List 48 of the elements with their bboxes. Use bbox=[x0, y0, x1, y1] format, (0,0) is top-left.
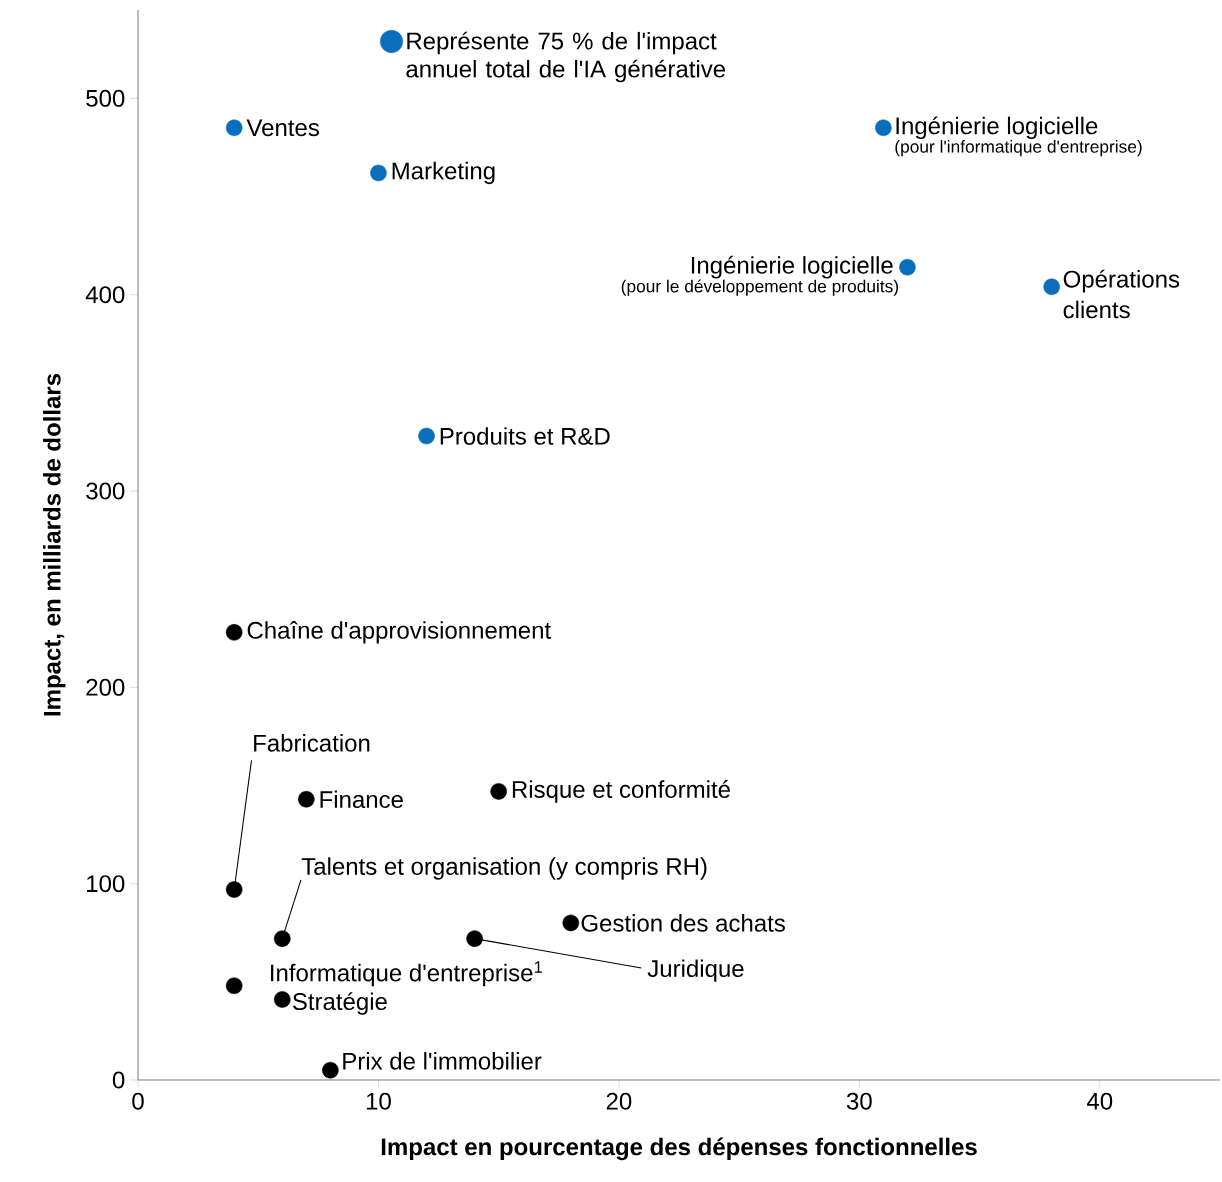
annotation: Prix de l'immobilier bbox=[343, 1052, 542, 1070]
point bbox=[875, 119, 892, 137]
point bbox=[562, 914, 580, 932]
annotation: (pour l'informatique d'entreprise) bbox=[895, 140, 1142, 157]
point bbox=[225, 881, 243, 898]
x-tick-label: 10 bbox=[366, 1092, 391, 1110]
annotation: Risque et conformité bbox=[512, 780, 730, 803]
point bbox=[370, 164, 387, 182]
point bbox=[490, 783, 507, 800]
annotation: Ventes bbox=[246, 119, 319, 137]
x-axis-title: Impact en pourcentage des dépenses fonctionnelles bbox=[381, 1137, 977, 1161]
point bbox=[274, 991, 291, 1008]
point bbox=[418, 427, 435, 445]
point bbox=[274, 930, 291, 947]
annotation: Fabrication bbox=[254, 734, 370, 752]
point bbox=[298, 790, 315, 808]
annotation: Juridique bbox=[647, 959, 744, 982]
annotation: Ingénierie logicielle bbox=[691, 255, 893, 279]
y-tick-label: 200 bbox=[86, 678, 125, 696]
annotation: Informatique d'entreprise$^{1}$ bbox=[271, 961, 543, 987]
annotation: Marketing bbox=[392, 161, 495, 185]
legend-label: Représente 75 % de l'impact annuel total de l'IA générative bbox=[406, 31, 726, 83]
annotation: Stratégie bbox=[292, 992, 387, 1015]
annotation: (pour le développement de produits) bbox=[621, 279, 899, 296]
annotation: Gestion des achats bbox=[581, 914, 785, 932]
annotation: Talents et organisation (y compris RH) bbox=[301, 857, 707, 880]
y-tick-label: 0 bbox=[112, 1071, 125, 1089]
y-tick-label: 500 bbox=[86, 89, 125, 107]
point bbox=[1043, 278, 1060, 296]
x-tick-label: 30 bbox=[846, 1092, 872, 1110]
point bbox=[225, 119, 243, 137]
annotation: Finance bbox=[320, 790, 403, 809]
y-tick-label: 400 bbox=[85, 286, 125, 304]
x-tick-label: 40 bbox=[1086, 1092, 1113, 1110]
y-tick-label: 100 bbox=[87, 875, 125, 893]
annotation: Chaîne d'approvisionnement bbox=[247, 621, 551, 644]
annotation: Opérations clients bbox=[1063, 269, 1180, 319]
annotation: Produits et R&D bbox=[440, 427, 610, 445]
point bbox=[225, 977, 243, 995]
point bbox=[322, 1061, 339, 1079]
point bbox=[899, 258, 916, 276]
x-tick-label: 20 bbox=[606, 1092, 632, 1110]
x-tick-label: 0 bbox=[132, 1092, 144, 1110]
y-tick-label: 300 bbox=[86, 482, 125, 500]
annotation: Ingénierie logicielle bbox=[896, 116, 1098, 140]
point bbox=[225, 624, 243, 641]
point bbox=[466, 930, 483, 947]
y-axis-title: Impact, en milliards de dollars bbox=[43, 373, 66, 716]
